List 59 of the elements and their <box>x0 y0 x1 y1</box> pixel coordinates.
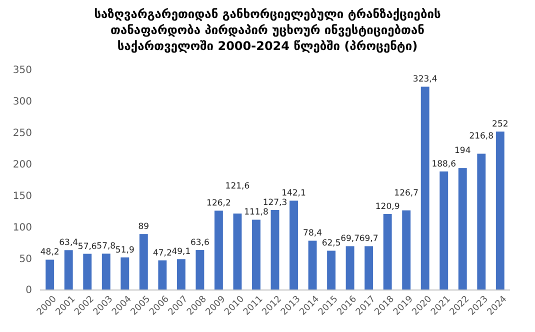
data-label: 120,9 <box>375 202 400 212</box>
data-label: 57,6 <box>78 242 97 252</box>
chart-title: საზღვარგარეთიდან განხორციელებული ტრანზაქციების თანაფარდობა პირდაპირ უცხოურ ინვესტიციებთან საქართველოში 2000-2024 წლებში (პროცენტი) <box>94 7 441 53</box>
data-label: 252 <box>492 120 508 130</box>
y-tick-label: 50 <box>19 254 32 265</box>
bar <box>214 210 223 290</box>
bar <box>83 254 92 290</box>
y-tick-label: 100 <box>12 222 32 234</box>
y-tick-label: 250 <box>12 128 32 140</box>
data-label: 69,7 <box>340 234 360 244</box>
bar <box>402 210 411 290</box>
bar <box>252 220 260 290</box>
data-label: 78,4 <box>303 228 322 239</box>
data-label: 69,7 <box>359 234 378 244</box>
bar <box>308 240 317 290</box>
bar <box>290 200 298 290</box>
bar <box>120 257 130 290</box>
data-label: 126,7 <box>394 188 419 198</box>
data-label: 216,8 <box>469 132 494 142</box>
y-tick-label: 0 <box>26 285 32 296</box>
bar <box>196 250 204 290</box>
bar <box>102 254 110 290</box>
bar <box>233 214 242 290</box>
bar <box>496 132 504 290</box>
data-label: 323,4 <box>412 74 438 85</box>
data-label: 127,3 <box>262 198 288 208</box>
data-label: 194 <box>454 146 471 156</box>
bar <box>176 259 186 290</box>
data-label: 63,6 <box>190 238 210 248</box>
bar <box>346 246 354 290</box>
data-label: 126,2 <box>206 198 231 209</box>
data-label: 47,2 <box>152 248 172 258</box>
data-label: 111,8 <box>244 208 268 218</box>
data-label: 48,2 <box>40 248 60 258</box>
bar <box>477 154 486 290</box>
y-tick-label: 200 <box>12 159 32 170</box>
data-label: 121,6 <box>225 182 250 192</box>
bar <box>420 86 430 290</box>
data-label: 142,1 <box>282 188 306 199</box>
bar <box>458 168 467 290</box>
data-label: 89 <box>138 222 150 232</box>
bar <box>46 260 54 290</box>
y-tick-label: 150 <box>12 190 32 202</box>
data-label: 62,5 <box>322 238 341 249</box>
data-label: 49,1 <box>172 247 191 258</box>
bar <box>440 171 448 290</box>
data-label: 51,9 <box>115 245 134 256</box>
data-label: 63,4 <box>59 238 78 248</box>
bar <box>139 234 148 290</box>
y-tick-label: 350 <box>12 65 32 76</box>
bar <box>327 250 336 290</box>
bar <box>64 250 73 290</box>
data-label: 188,6 <box>432 159 456 170</box>
y-tick-label: 300 <box>12 96 32 108</box>
bar <box>158 260 167 290</box>
bar <box>364 246 374 290</box>
data-label: 57,8 <box>96 242 116 252</box>
bar <box>270 210 280 290</box>
bar <box>383 214 392 290</box>
